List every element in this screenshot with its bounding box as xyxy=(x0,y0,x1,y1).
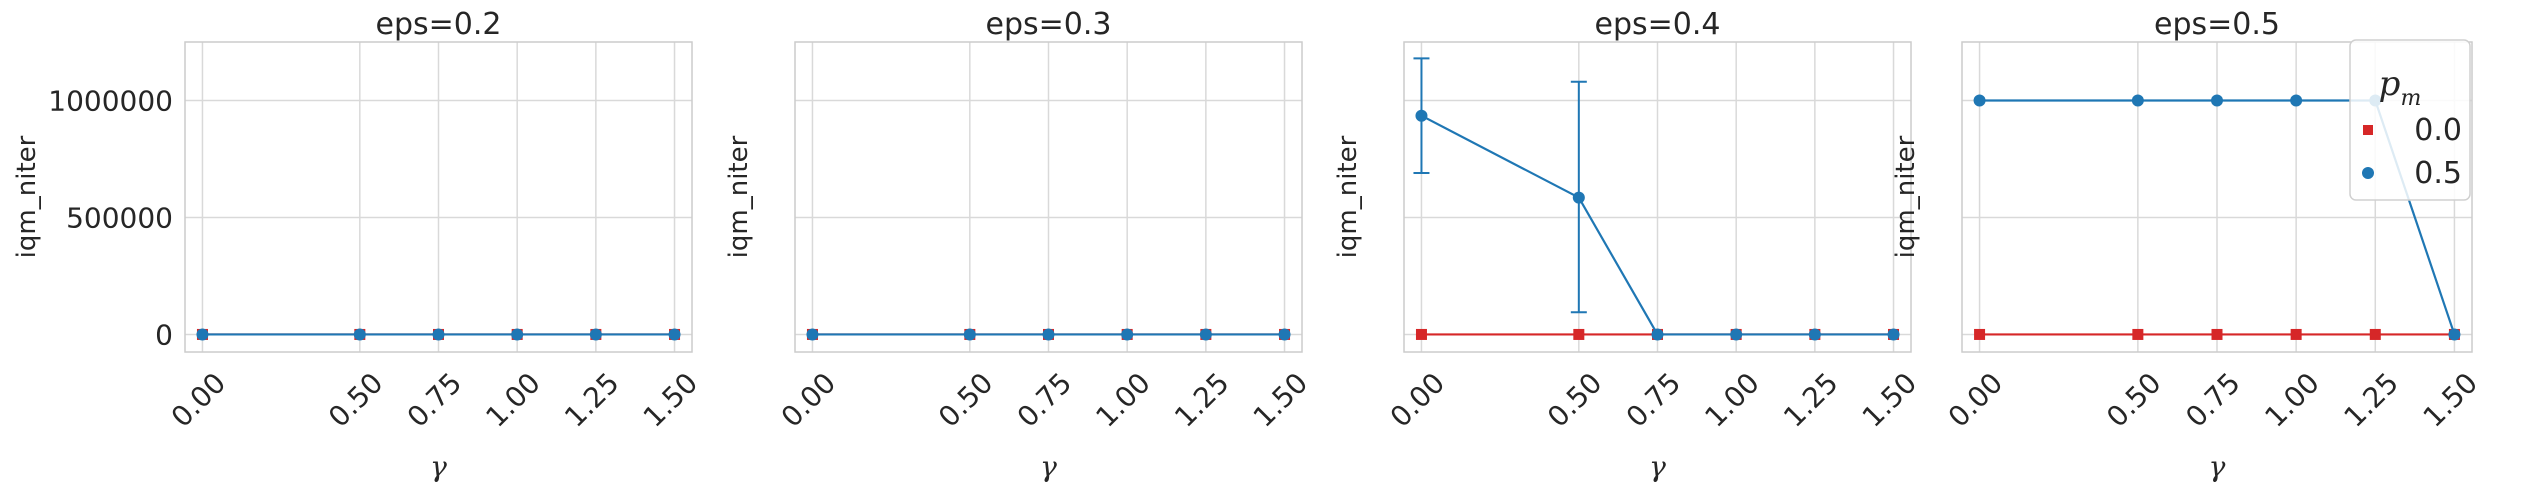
data-point-circle xyxy=(1973,94,1986,107)
data-point-circle xyxy=(1808,328,1821,341)
legend-title-subscript: m xyxy=(2400,86,2421,111)
x-tick-label: 0.75 xyxy=(1011,366,1078,433)
data-point-circle xyxy=(589,328,602,341)
x-tick-label: 0.00 xyxy=(1384,366,1451,433)
data-point-square xyxy=(2290,328,2302,340)
x-axis-label: γ xyxy=(1649,450,1666,483)
y-tick-label: 0 xyxy=(155,318,173,351)
legend-marker-square xyxy=(2363,125,2373,135)
panel-title: eps=0.5 xyxy=(2154,7,2280,42)
data-point-circle xyxy=(196,328,209,341)
data-point-circle xyxy=(1415,109,1428,122)
data-point-circle xyxy=(2211,94,2223,107)
x-tick-label: 0.00 xyxy=(165,366,232,433)
chart-panel-3: eps=0.4 iqm_niter 0.00 0.50 0.75 1.00 1.25 1.50… xyxy=(1333,7,1923,483)
plot-frame xyxy=(794,41,1303,353)
x-tick-label: 1.25 xyxy=(2338,366,2405,433)
data-point-circle xyxy=(1042,328,1055,341)
data-point-circle xyxy=(1651,328,1664,341)
legend-marker-circle xyxy=(2362,167,2374,179)
data-point-circle xyxy=(1121,328,1134,341)
x-tick-label: 1.50 xyxy=(1247,366,1314,433)
legend-label: 0.0 xyxy=(2414,113,2462,148)
data-point-square xyxy=(2369,328,2381,340)
x-axis-label: γ xyxy=(1040,450,1057,483)
data-point-circle xyxy=(963,328,976,341)
x-tick-label: 0.50 xyxy=(932,366,999,433)
series-pm-0-5 xyxy=(196,328,681,341)
data-point-square xyxy=(2132,328,2144,340)
data-point-circle xyxy=(2290,94,2303,107)
x-tick-label: 0.75 xyxy=(401,366,468,433)
x-tick-label: 1.50 xyxy=(2417,366,2484,433)
y-tick-label: 1000000 xyxy=(48,84,173,117)
data-point-circle xyxy=(1887,328,1900,341)
x-tick-label: 0.50 xyxy=(1541,366,1608,433)
data-point-circle xyxy=(511,328,524,341)
x-tick-label: 1.00 xyxy=(2258,366,2325,433)
y-axis-label: iqm_niter xyxy=(1333,135,1363,258)
x-tick-label: 0.75 xyxy=(1620,366,1687,433)
data-point-square xyxy=(1415,328,1427,340)
y-axis-label: iqm_niter xyxy=(724,135,754,258)
data-point-square xyxy=(1573,328,1585,340)
series-line xyxy=(1420,114,1894,336)
legend: pm0.0 0.5 xyxy=(2349,39,2471,201)
data-point-circle xyxy=(668,328,681,341)
panel-title: eps=0.4 xyxy=(1595,7,1721,42)
data-point-circle xyxy=(1278,328,1291,341)
x-tick-label: 1.00 xyxy=(479,366,546,433)
x-tick-label: 0.00 xyxy=(1942,366,2009,433)
panel-title: eps=0.2 xyxy=(376,7,502,42)
chart-panel-2: eps=0.3 iqm_niter 0.00 0.50 0.75 1.00 1.25 1.50… xyxy=(724,7,1314,483)
plot-frame xyxy=(184,41,693,353)
legend-title-base: p xyxy=(2379,64,2401,104)
x-tick-label: 1.00 xyxy=(1089,366,1156,433)
data-point-circle xyxy=(1572,191,1585,204)
data-point-square xyxy=(1974,328,1986,340)
series-pm-0-0 xyxy=(1974,328,2460,340)
legend-title: pm xyxy=(2379,64,2422,111)
x-tick-label: 1.25 xyxy=(1168,366,1235,433)
x-tick-label: 1.25 xyxy=(1777,366,1844,433)
panel-title: eps=0.3 xyxy=(986,7,1112,42)
data-point-square xyxy=(2211,328,2223,340)
x-axis-label: γ xyxy=(2209,450,2226,483)
x-tick-label: 0.50 xyxy=(2100,366,2167,433)
legend-box xyxy=(2349,39,2471,201)
plot-frame xyxy=(1403,41,1912,353)
legend-label: 0.5 xyxy=(2414,156,2462,191)
series-pm-0-5 xyxy=(806,328,1291,341)
x-tick-label: 1.50 xyxy=(637,366,704,433)
data-point-circle xyxy=(432,328,445,341)
x-tick-label: 1.50 xyxy=(1856,366,1923,433)
y-axis-label: iqm_niter xyxy=(1891,135,1921,258)
data-point-circle xyxy=(806,328,819,341)
x-tick-label: 0.50 xyxy=(322,366,389,433)
series-pm-0-5 xyxy=(1413,57,1900,341)
x-tick-label: 1.00 xyxy=(1698,366,1765,433)
data-point-circle xyxy=(1199,328,1212,341)
data-point-circle xyxy=(2131,94,2144,107)
data-point-circle xyxy=(2448,328,2461,341)
x-axis-label: γ xyxy=(430,450,447,483)
y-axis-label: iqm_niter xyxy=(12,135,42,258)
x-tick-label: 1.25 xyxy=(558,366,625,433)
data-point-circle xyxy=(1730,328,1743,341)
x-tick-label: 0.75 xyxy=(2179,366,2246,433)
plot-frame xyxy=(1961,41,2473,353)
data-point-circle xyxy=(353,328,366,341)
y-tick-label: 500000 xyxy=(66,201,173,234)
x-tick-label: 0.00 xyxy=(775,366,842,433)
